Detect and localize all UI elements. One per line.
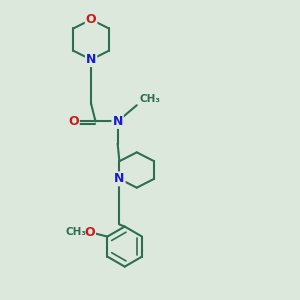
Text: N: N xyxy=(112,115,123,128)
Text: CH₃: CH₃ xyxy=(139,94,160,104)
Text: O: O xyxy=(86,13,96,26)
Text: O: O xyxy=(68,115,79,128)
Text: CH₃: CH₃ xyxy=(66,226,87,237)
Text: N: N xyxy=(86,53,96,66)
Text: O: O xyxy=(84,226,95,238)
Text: N: N xyxy=(114,172,124,185)
